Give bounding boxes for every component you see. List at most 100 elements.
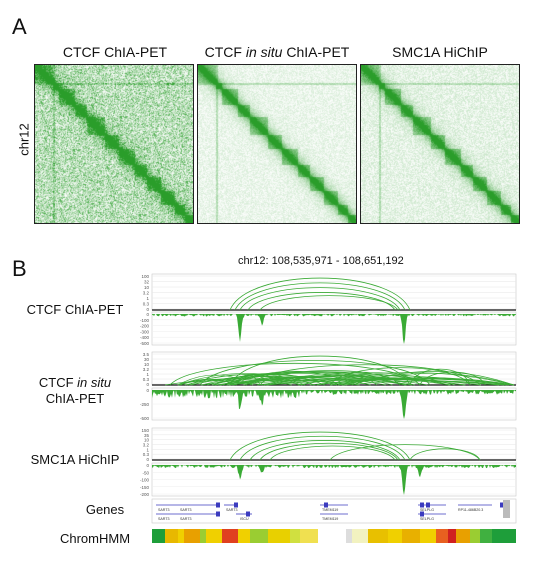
genes-track-label: Genes xyxy=(85,502,125,517)
loop-tick-label: 0.3 xyxy=(143,452,150,457)
gene-exon xyxy=(500,502,504,508)
chromhmm-segment xyxy=(290,529,300,543)
chromhmm-segment xyxy=(318,529,332,543)
gene-exon xyxy=(420,502,424,508)
loop-arc xyxy=(330,378,509,386)
loop-arc xyxy=(329,444,481,461)
coverage-tick-label: -100 xyxy=(140,478,150,483)
loop-arc xyxy=(263,378,481,386)
loop-arc xyxy=(259,370,401,386)
chromhmm-segment xyxy=(178,529,184,543)
coverage-tick-label: 0 xyxy=(146,312,149,317)
chromhmm-segment xyxy=(184,529,200,543)
loop-tick-label: 10 xyxy=(144,285,150,290)
coverage-tick-label: -500 xyxy=(140,341,150,346)
loop-tick-label: 32 xyxy=(144,280,150,285)
loop-arc xyxy=(409,368,471,386)
chromhmm-segment xyxy=(368,529,388,543)
panel-b-letter: B xyxy=(12,256,27,281)
chromhmm-segment xyxy=(346,529,352,543)
heatmap-canvas-1 xyxy=(35,65,193,223)
gene-name-top: SART3 xyxy=(158,508,170,512)
loop-tick-label: 30 xyxy=(144,357,150,362)
coverage-tick-label: -200 xyxy=(140,492,150,497)
gene-exon xyxy=(246,511,250,517)
coverage-tick-label: -300 xyxy=(140,329,150,334)
coverage-tick-label: -250 xyxy=(140,402,150,407)
chromhmm-segment xyxy=(388,529,402,543)
loop-arc xyxy=(218,379,360,386)
loop-arc xyxy=(301,372,515,386)
loop-tick-label: 0 xyxy=(146,382,149,387)
loop-track-box xyxy=(151,427,517,461)
heatmap-title-2: CTCF in situ ChIA-PET xyxy=(204,44,350,60)
chromhmm-segment xyxy=(206,529,222,543)
loop-tick-label: 3.2 xyxy=(143,291,150,296)
chromhmm-segment xyxy=(250,529,268,543)
loop-arc xyxy=(259,295,399,311)
genomic-region-label: chr12: 108,535,971 - 108,651,192 xyxy=(238,255,404,267)
coverage-tick-label: -50 xyxy=(142,470,149,475)
gene-name-top: SART3 xyxy=(226,508,238,512)
loop-arc xyxy=(266,379,500,386)
coverage-tick-label: -150 xyxy=(140,485,150,490)
chromhmm-segment xyxy=(456,529,470,543)
coverage-tick-label: 0 xyxy=(146,388,149,393)
panel-a-letter: A xyxy=(12,14,27,39)
heatmap-smc1a-hichip xyxy=(360,64,520,224)
chromhmm-segment xyxy=(448,529,456,543)
loop-arc xyxy=(229,431,411,461)
loop-arc xyxy=(243,376,371,386)
track-label-ctcf-insitu: CTCF in situ ChIA-PET xyxy=(38,375,112,406)
chromhmm-segment xyxy=(152,529,165,543)
heatmap-title-1: CTCF ChIA-PET xyxy=(62,44,168,60)
chromhmm-segment xyxy=(238,529,250,543)
loop-tick-label: 1 xyxy=(146,447,149,452)
heatmap-ctcf-chiapet xyxy=(34,64,194,224)
loop-tick-label: 1 xyxy=(146,372,149,377)
loop-tick-label: 1 xyxy=(146,296,149,301)
loop-arc xyxy=(187,374,302,386)
gene-name-bottom: ISCU xyxy=(240,517,249,521)
gene-exon xyxy=(216,502,220,508)
loop-tick-label: 0.3 xyxy=(143,377,150,382)
gene-name-top: TMEM119 xyxy=(322,508,338,512)
coverage-tick-label: -100 xyxy=(140,318,150,323)
coverage-tick-label: -400 xyxy=(140,335,150,340)
loop-arc xyxy=(239,287,401,311)
chromhmm-segment xyxy=(300,529,318,543)
chromhmm-segment xyxy=(165,529,178,543)
gene-exon xyxy=(234,502,238,508)
loop-tick-label: 10 xyxy=(144,362,150,367)
gene-name-top: RP11-486B20.3 xyxy=(458,508,483,512)
chromhmm-segment xyxy=(200,529,206,543)
coverage-track-box xyxy=(151,311,517,346)
heatmap-title-3: SMC1A HiChIP xyxy=(392,44,488,60)
loop-tick-label: 150 xyxy=(141,428,149,433)
loop-tick-label: 0.3 xyxy=(143,302,150,307)
loop-tick-label: 3.2 xyxy=(143,367,150,372)
loop-tick-label: 0 xyxy=(146,457,149,462)
track-label-smc1a-hichip: SMC1A HiChIP xyxy=(30,452,120,467)
loop-arc xyxy=(199,360,431,386)
loop-tick-label: 10 xyxy=(144,438,150,443)
track-label-ctcf-chiapet: CTCF ChIA-PET xyxy=(26,302,124,317)
chromhmm-segment xyxy=(420,529,436,543)
gene-name-bottom: SART3 xyxy=(180,517,192,521)
loop-track-box xyxy=(151,273,517,311)
heatmap-ctcf-insitu xyxy=(197,64,357,224)
loop-arc xyxy=(235,374,261,386)
loop-arc xyxy=(239,435,406,461)
chromhmm-segment xyxy=(222,529,238,543)
chromhmm-segment xyxy=(332,529,346,543)
chromhmm-segment xyxy=(402,529,420,543)
gene-name-top: SELPLG xyxy=(420,508,434,512)
coverage-tick-label: -200 xyxy=(140,324,150,329)
chromhmm-segment xyxy=(352,529,368,543)
loop-arc xyxy=(317,377,515,386)
loop-arc xyxy=(249,440,401,461)
coverage-tick-label: -500 xyxy=(140,416,150,421)
chromhmm-track-label: ChromHMM xyxy=(59,531,131,546)
gene-exon xyxy=(216,511,220,517)
